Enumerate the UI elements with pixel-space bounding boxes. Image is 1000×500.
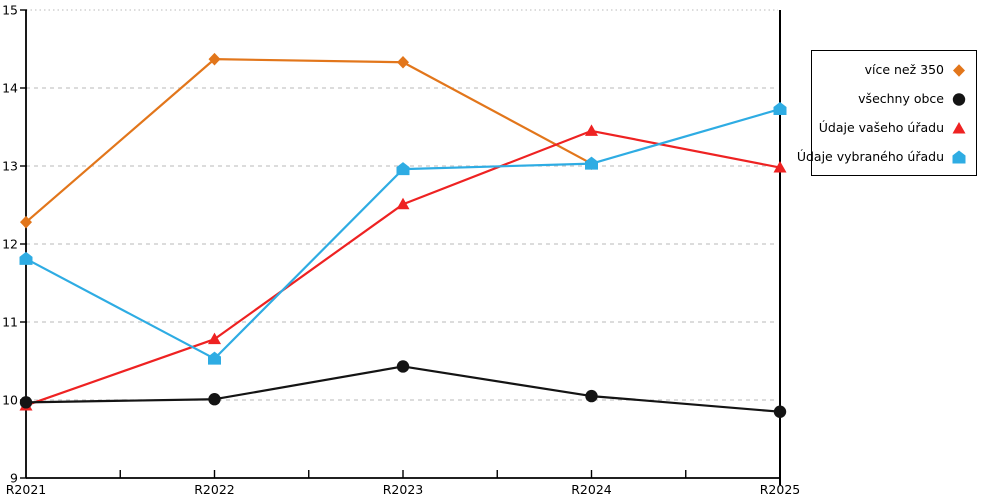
svg-text:11: 11 <box>2 315 18 330</box>
svg-text:R2025: R2025 <box>760 482 801 497</box>
svg-text:R2024: R2024 <box>571 482 612 497</box>
svg-text:12: 12 <box>2 237 18 252</box>
legend-item: více než 350 <box>816 55 967 84</box>
svg-text:R2021: R2021 <box>6 482 47 497</box>
legend-marker-pentagon-icon <box>951 149 967 165</box>
legend: více než 350 všechny obce Údaje vašeho ú… <box>797 50 977 176</box>
legend-label: více než 350 <box>864 62 944 77</box>
legend-item: Údaje vybraného úřadu <box>797 142 967 171</box>
svg-text:R2022: R2022 <box>194 482 235 497</box>
legend-marker-circle-icon <box>951 91 967 107</box>
svg-text:14: 14 <box>2 81 18 96</box>
legend-label: všechny obce <box>858 91 944 106</box>
svg-text:R2023: R2023 <box>383 482 424 497</box>
legend-marker-triangle-icon <box>951 120 967 136</box>
legend-item: všechny obce <box>816 84 967 113</box>
legend-label: Údaje vašeho úřadu <box>818 120 944 135</box>
svg-text:15: 15 <box>2 3 18 18</box>
svg-text:9: 9 <box>10 471 18 486</box>
legend-label: Údaje vybraného úřadu <box>796 149 944 164</box>
svg-text:13: 13 <box>2 159 18 174</box>
legend-marker-diamond-icon <box>951 62 967 78</box>
svg-text:10: 10 <box>2 393 18 408</box>
legend-item: Údaje vašeho úřadu <box>816 113 967 142</box>
